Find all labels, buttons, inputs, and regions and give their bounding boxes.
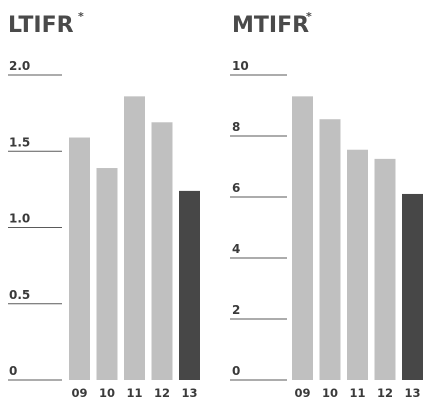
mtifr-y-ticks: 0 2 4 6 8 10 <box>232 59 249 378</box>
ltifr-bar <box>152 122 173 380</box>
mtifr-bar <box>375 159 396 380</box>
mtifr-bar <box>292 96 313 380</box>
ltifr-y-ticks: 0 0.5 1.0 1.5 2.0 <box>9 59 30 378</box>
ltifr-y-tick-label: 2.0 <box>9 59 30 73</box>
mtifr-y-tick-label: 8 <box>232 120 240 134</box>
mtifr-x-ticks: 09 10 11 12 13 <box>294 386 420 400</box>
mtifr-chart: MTIFR * 0 2 4 6 8 10 09 10 11 12 13 <box>230 10 423 400</box>
mtifr-bar <box>347 150 368 380</box>
mtifr-bar <box>320 119 341 380</box>
mtifr-x-tick-label: 12 <box>377 386 393 400</box>
ltifr-bar <box>69 138 90 380</box>
mtifr-y-tick-label: 6 <box>232 181 240 195</box>
ltifr-x-tick-label: 09 <box>71 386 87 400</box>
ltifr-title: LTIFR <box>8 13 74 38</box>
mtifr-bars <box>292 96 423 380</box>
ltifr-gridlines <box>8 75 62 380</box>
ltifr-bar <box>124 96 145 380</box>
ltifr-bars <box>69 96 200 380</box>
ltifr-x-tick-label: 10 <box>99 386 115 400</box>
mtifr-title-marker: * <box>306 10 312 23</box>
ltifr-bar <box>97 168 118 380</box>
ltifr-x-ticks: 09 10 11 12 13 <box>71 386 197 400</box>
ltifr-y-tick-label: 1.0 <box>9 212 30 226</box>
mtifr-x-tick-label: 10 <box>322 386 338 400</box>
ltifr-bar <box>179 191 200 380</box>
mtifr-x-tick-label: 09 <box>294 386 310 400</box>
mtifr-x-tick-label: 11 <box>349 386 365 400</box>
mtifr-y-tick-label: 0 <box>232 364 240 378</box>
mtifr-y-tick-label: 4 <box>232 242 240 256</box>
mtifr-y-tick-label: 2 <box>232 303 240 317</box>
ltifr-x-tick-label: 12 <box>154 386 170 400</box>
ltifr-x-tick-label: 13 <box>181 386 197 400</box>
ltifr-y-tick-label: 0 <box>9 364 17 378</box>
ltifr-y-tick-label: 0.5 <box>9 288 30 302</box>
ltifr-title-marker: * <box>78 10 84 23</box>
ltifr-chart: LTIFR * 0 0.5 1.0 1.5 2.0 09 10 11 12 13 <box>8 10 200 400</box>
mtifr-title: MTIFR <box>232 13 309 38</box>
mtifr-x-tick-label: 13 <box>404 386 420 400</box>
mtifr-bar <box>402 194 423 380</box>
ltifr-x-tick-label: 11 <box>126 386 142 400</box>
mtifr-y-tick-label: 10 <box>232 59 249 73</box>
ltifr-y-tick-label: 1.5 <box>9 135 30 149</box>
